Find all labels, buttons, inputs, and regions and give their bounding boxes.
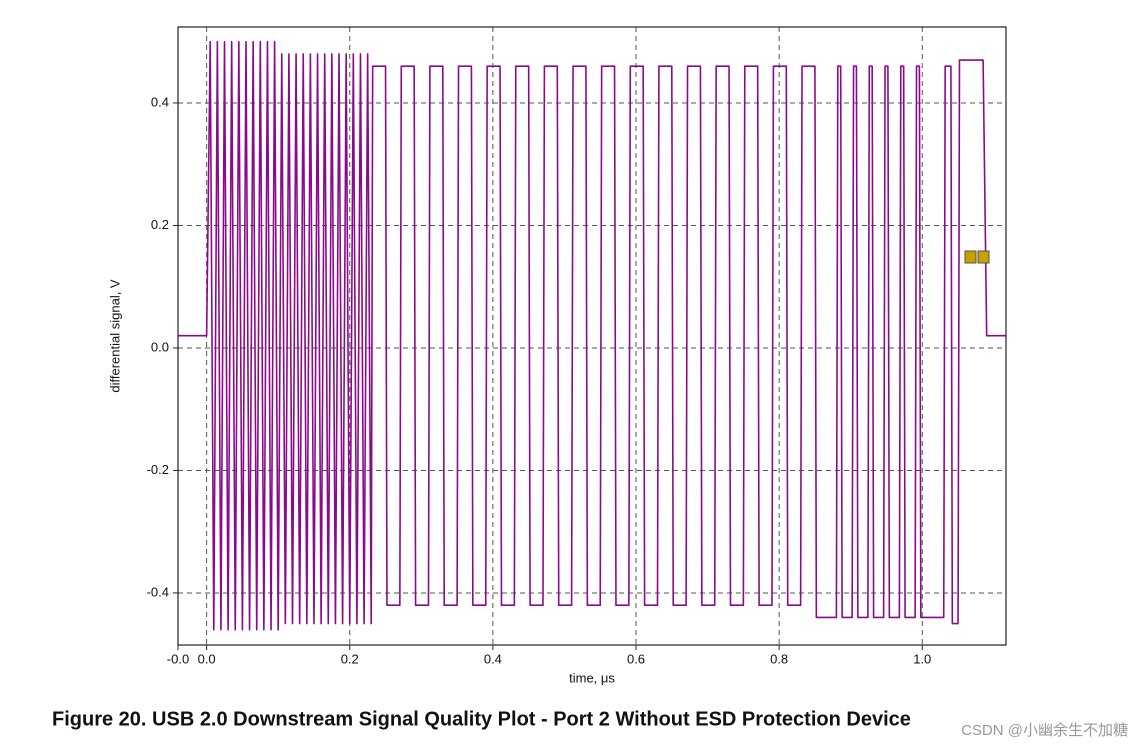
y-tick-label: -0.4 [147,584,169,599]
x-tick-label: -0.0 [167,651,189,666]
signal-line [178,40,1006,631]
y-tick-label: 0.2 [151,217,169,232]
marker [977,250,990,264]
plot-frame [177,26,1007,646]
marker [964,250,977,264]
y-axis-label: differential signal, V [107,279,122,393]
x-axis-label: time, μs [569,670,615,685]
caption: Figure 20. USB 2.0 Downstream Signal Qua… [52,708,911,730]
y-tick-label: -0.2 [147,462,169,477]
x-tick-label: 0.8 [770,651,788,666]
x-tick-label: 1.0 [913,651,931,666]
x-tick-label: 0.6 [627,651,645,666]
y-tick-label: 0.0 [151,339,169,354]
y-tick-label: 0.4 [151,94,169,109]
x-tick-label: 0.4 [484,651,502,666]
x-tick-label: 0.2 [341,651,359,666]
plot-area [178,40,1006,631]
x-tick-label: 0.0 [198,651,216,666]
watermark: CSDN @小幽余生不加糖 [961,721,1128,739]
